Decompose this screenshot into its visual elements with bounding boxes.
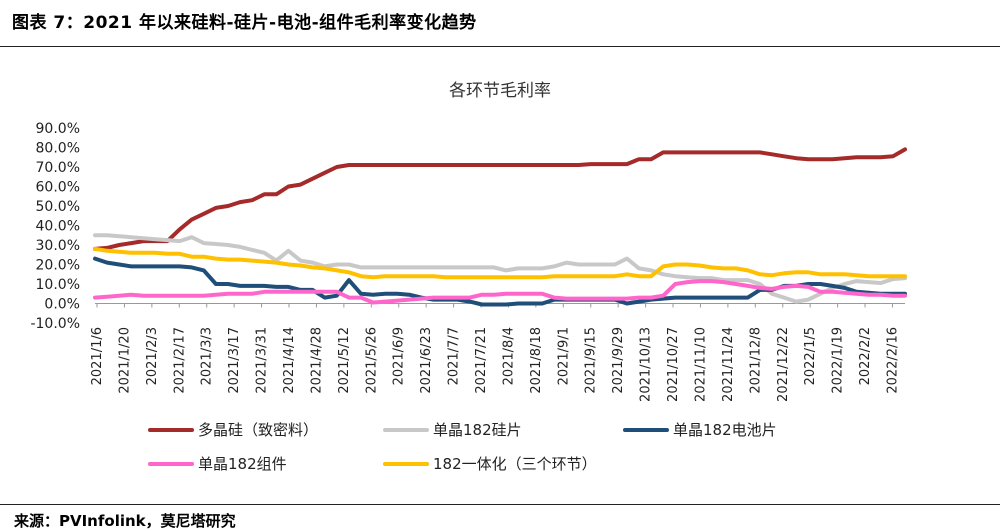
x-tick-label: 2021/5/26	[364, 327, 379, 394]
x-tick-label: 2022/2/2	[858, 327, 873, 385]
x-tick-label: 2021/9/1	[556, 327, 571, 385]
x-tick-label: 2021/6/23	[419, 327, 434, 394]
x-tick-label: 2021/2/3	[145, 327, 160, 385]
x-tick-label: 2021/3/3	[200, 327, 215, 385]
x-tick-label: 2021/12/8	[748, 327, 763, 394]
x-tick-label: 2021/11/10	[693, 327, 708, 402]
x-tick-label: 2021/7/7	[447, 327, 462, 385]
x-tick-label: 2021/11/24	[721, 327, 736, 402]
series-line-1	[93, 147, 907, 251]
y-tick-label: 90.0%	[36, 121, 80, 137]
y-tick-label: 20.0%	[36, 258, 80, 274]
y-tick-label: 50.0%	[36, 199, 80, 215]
y-axis: 90.0% 80.0% 70.0% 60.0% 50.0% 40.0% 30.0% 20.0%…	[30, 121, 80, 332]
y-tick-label: -10.0%	[30, 316, 80, 332]
x-tick-label: 2022/1/5	[803, 327, 818, 385]
series-line-2	[93, 233, 907, 304]
x-tick-label: 2021/4/28	[309, 327, 324, 394]
x-tick-label: 2021/8/18	[529, 327, 544, 394]
series-line-5	[93, 246, 907, 280]
y-tick-label: 60.0%	[36, 180, 80, 196]
legend-label: 单晶182组件	[198, 455, 287, 473]
x-tick-label: 2021/7/21	[474, 327, 489, 394]
plot-area	[93, 147, 907, 307]
x-tick-label: 2021/8/4	[501, 327, 516, 385]
x-tick-label: 2021/9/15	[584, 327, 599, 394]
y-tick-label: 30.0%	[36, 238, 80, 254]
x-tick-label: 2021/9/29	[611, 327, 626, 394]
y-tick-label: 0.0%	[44, 297, 80, 313]
bottom-rule	[0, 504, 1000, 505]
source-note: 来源：PVInfolink，莫尼塔研究	[14, 512, 236, 530]
legend-label: 单晶182电池片	[673, 421, 777, 439]
y-tick-label: 10.0%	[36, 277, 80, 293]
x-axis: 2021/1/6 2021/1/20 2021/2/3 2021/2/17 2021/3…	[90, 303, 905, 402]
x-tick-label: 2021/1/20	[117, 327, 132, 394]
legend-label: 182一体化（三个环节）	[433, 455, 597, 473]
y-tick-label: 80.0%	[36, 141, 80, 157]
y-tick-label: 40.0%	[36, 219, 80, 235]
y-tick-label: 70.0%	[36, 160, 80, 176]
top-rule	[0, 46, 1000, 47]
x-tick-label: 2021/3/31	[255, 327, 270, 394]
x-tick-label: 2022/2/16	[885, 327, 900, 394]
legend-label: 多晶硅（致密料）	[198, 421, 318, 439]
series-line-4	[93, 279, 907, 305]
figure-title: 图表 7：2021 年以来硅料-硅片-电池-组件毛利率变化趋势	[12, 13, 477, 33]
x-tick-label: 2022/1/19	[831, 327, 846, 394]
x-tick-label: 2021/10/13	[639, 327, 654, 402]
x-tick-label: 2021/5/12	[337, 327, 352, 394]
x-tick-label: 2021/1/6	[90, 327, 105, 385]
x-tick-label: 2021/4/14	[282, 327, 297, 394]
x-tick-label: 2021/6/9	[392, 327, 407, 385]
x-tick-label: 2021/3/17	[227, 327, 242, 394]
x-tick-label: 2021/10/27	[666, 327, 681, 402]
chart-title: 各环节毛利率	[449, 81, 551, 101]
x-tick-label: 2021/2/17	[172, 327, 187, 394]
x-tick-label: 2021/12/22	[776, 327, 791, 402]
legend-label: 单晶182硅片	[433, 421, 522, 439]
